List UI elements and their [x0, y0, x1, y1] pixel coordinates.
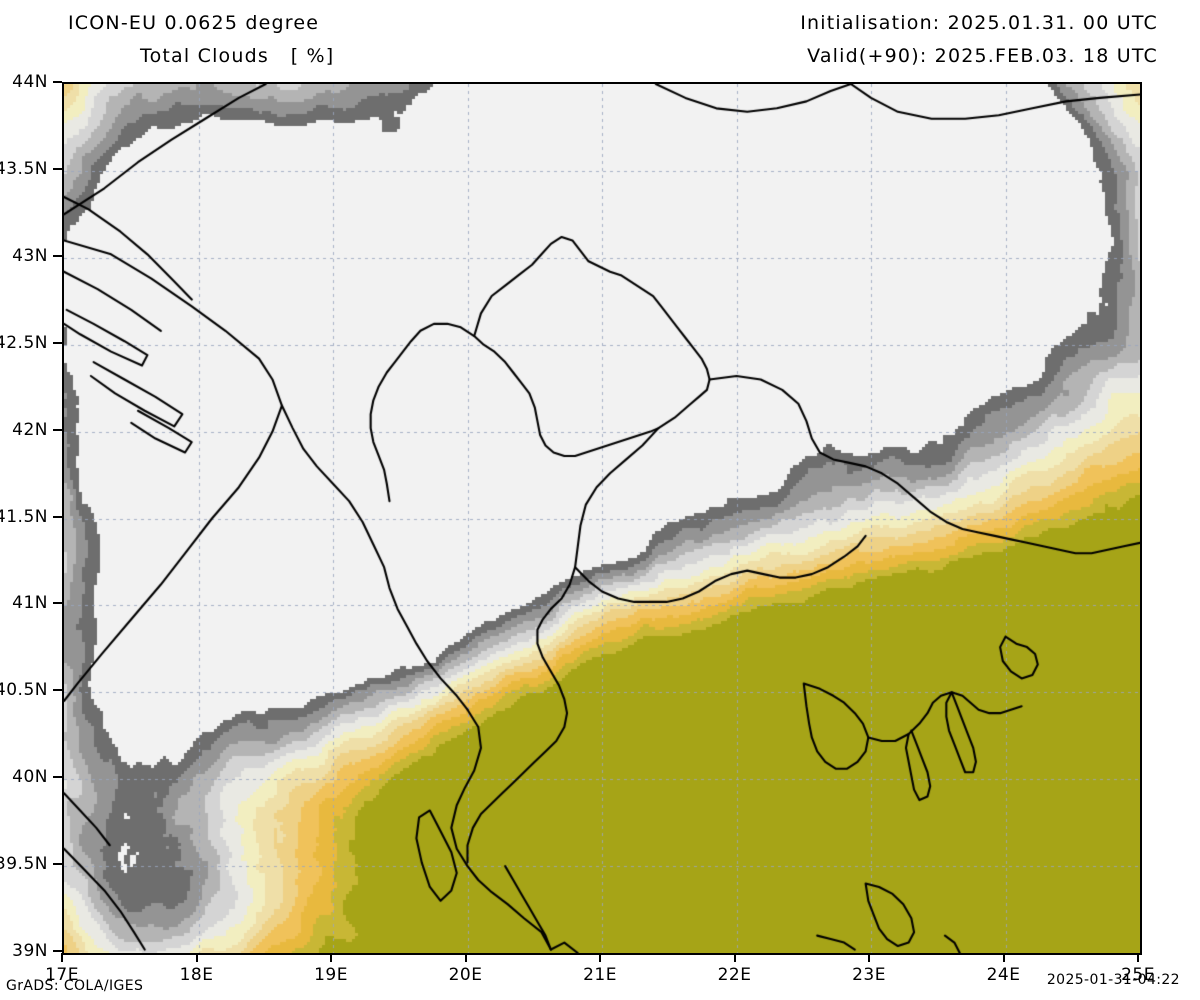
y-axis-label: 41.5N [0, 506, 48, 527]
y-axis-tick [53, 167, 62, 170]
y-axis-label: 40.5N [0, 680, 48, 701]
x-axis-tick [1137, 953, 1139, 962]
y-axis-label: 43N [12, 245, 48, 266]
x-axis-tick [1002, 953, 1005, 962]
y-axis-tick [53, 950, 62, 952]
x-axis-label: 18E [179, 965, 214, 985]
x-axis-tick [464, 953, 467, 962]
y-axis-label: 41N [12, 593, 48, 614]
x-axis-label: 22E [717, 965, 752, 985]
y-axis-label: 43.5N [0, 158, 48, 179]
x-axis-label: 20E [448, 965, 483, 985]
x-axis-label: 25E [1121, 965, 1155, 985]
y-axis-tick [53, 863, 62, 866]
y-axis-tick [53, 81, 62, 83]
model-title: ICON-EU 0.0625 degree [68, 12, 320, 34]
render-timestamp: 2025-01-31-04:22 [1046, 972, 1180, 988]
x-axis-tick [733, 953, 736, 962]
x-axis-label: 24E [986, 965, 1021, 985]
y-axis-label: 40N [12, 767, 48, 788]
initialisation-time: Initialisation: 2025.01.31. 00 UTC [800, 12, 1158, 34]
x-axis-label: 17E [45, 965, 79, 985]
y-axis-tick [53, 776, 62, 779]
x-axis-label: 21E [583, 965, 617, 985]
x-axis-tick [868, 953, 870, 962]
y-axis-label: 44N [12, 72, 48, 92]
map-plot-area [62, 82, 1142, 955]
x-axis-tick [330, 953, 332, 962]
grads-credit: GrADS: COLA/IGES [6, 978, 144, 994]
x-axis-tick [61, 953, 63, 962]
x-axis-tick [599, 953, 601, 962]
y-axis-tick [53, 515, 62, 518]
cloud-cover-raster [64, 84, 1140, 953]
y-axis-label: 42.5N [0, 332, 48, 353]
x-axis-label: 23E [852, 965, 886, 985]
x-axis-tick [195, 953, 198, 962]
y-axis-tick [53, 428, 62, 431]
y-axis-tick [53, 254, 62, 257]
y-axis-label: 39N [12, 941, 48, 961]
y-axis-tick [53, 341, 62, 344]
y-axis-tick [53, 689, 62, 692]
valid-time: Valid(+90): 2025.FEB.03. 18 UTC [807, 45, 1158, 67]
y-axis-label: 39.5N [0, 854, 48, 875]
x-axis-label: 19E [314, 965, 348, 985]
y-axis-label: 42N [12, 419, 48, 440]
y-axis-tick [53, 602, 62, 605]
variable-title: Total Clouds [ %] [140, 45, 335, 67]
